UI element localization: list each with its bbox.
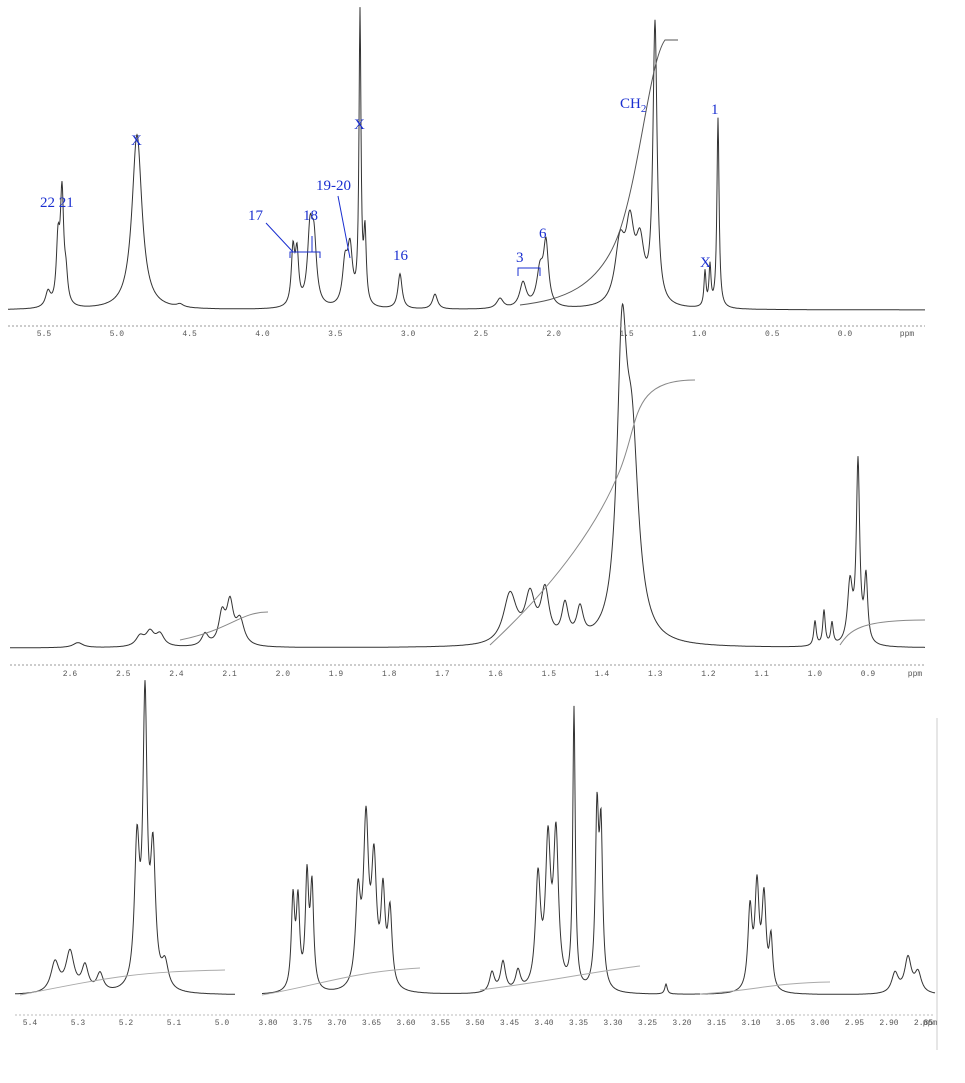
tick-label: 1.5 [619, 330, 634, 339]
tick-label: 5.3 [71, 1019, 86, 1028]
annotation: X [131, 133, 142, 149]
tick-label: 4.5 [182, 330, 197, 339]
axis-unit: ppm [923, 1019, 938, 1028]
tick-label: 1.9 [329, 670, 344, 679]
tick-label: 1.5 [542, 670, 557, 679]
annotation: 17 [248, 208, 264, 224]
tick-label: 3.55 [431, 1019, 450, 1028]
tick-label: 3.40 [534, 1019, 553, 1028]
tick-label: 0.9 [861, 670, 876, 679]
tick-label: 5.4 [23, 1019, 38, 1028]
tick-label: 0.0 [838, 330, 853, 339]
tick-label: 1.6 [488, 670, 503, 679]
tick-label: 3.5 [328, 330, 343, 339]
tick-label: 1.1 [754, 670, 769, 679]
annotation: X [700, 255, 711, 271]
tick-label: 3.80 [258, 1019, 277, 1028]
tick-label: 2.0 [276, 670, 291, 679]
tick-label: 1.2 [701, 670, 716, 679]
tick-label: 5.1 [167, 1019, 182, 1028]
annotation: CH2 [620, 96, 646, 115]
tick-label: 2.85 [914, 1019, 933, 1028]
tick-label: 1.0 [692, 330, 707, 339]
tick-label: 3.20 [672, 1019, 691, 1028]
spectrum-trace [15, 680, 235, 995]
annotation: X [354, 117, 365, 133]
tick-label: 2.6 [63, 670, 78, 679]
tick-label: 3.70 [327, 1019, 346, 1028]
tick-label: 3.05 [776, 1019, 795, 1028]
tick-label: 2.95 [845, 1019, 864, 1028]
annotation: 3 [516, 250, 524, 266]
tick-label: 3.10 [741, 1019, 760, 1028]
spectrum-trace [262, 705, 936, 995]
spectrum-trace [8, 7, 925, 311]
tick-label: 3.35 [569, 1019, 588, 1028]
tick-label: 1.4 [595, 670, 610, 679]
tick-label: 2.5 [474, 330, 489, 339]
spectrum-trace [10, 302, 925, 649]
tick-label: 3.60 [396, 1019, 415, 1028]
tick-label: 3.45 [500, 1019, 519, 1028]
tick-label: 3.0 [401, 330, 416, 339]
tick-label: 3.00 [810, 1019, 829, 1028]
traces [8, 7, 936, 996]
axis-unit: ppm [908, 670, 923, 679]
tick-label: 2.0 [547, 330, 562, 339]
tick-label: 1.3 [648, 670, 663, 679]
tick-label: 5.0 [110, 330, 125, 339]
tick-label: 0.5 [765, 330, 780, 339]
axis-unit: ppm [900, 330, 915, 339]
annotation: 16 [393, 248, 409, 264]
annotation: 22 21 [40, 195, 74, 211]
integral-curve [179, 379, 926, 646]
tick-label: 3.50 [465, 1019, 484, 1028]
tick-label: 5.5 [37, 330, 52, 339]
tick-label: 1.0 [808, 670, 823, 679]
tick-label: 3.65 [362, 1019, 381, 1028]
tick-label: 2.90 [879, 1019, 898, 1028]
brackets [265, 195, 541, 276]
tick-label: 3.15 [707, 1019, 726, 1028]
tick-label: 3.75 [293, 1019, 312, 1028]
integral-curve [519, 39, 678, 306]
annotation: 6 [539, 226, 547, 242]
tick-label: 3.30 [603, 1019, 622, 1028]
annotation: 18 [303, 208, 318, 224]
tick-label: 5.2 [119, 1019, 134, 1028]
tick-label: 3.25 [638, 1019, 657, 1028]
annotation: 1 [711, 102, 719, 118]
annotation: 19-20 [316, 178, 351, 194]
tick-label: 1.8 [382, 670, 397, 679]
tick-label: 5.0 [215, 1019, 230, 1028]
tick-label: 2.4 [169, 670, 184, 679]
integral-curve [19, 965, 831, 996]
tick-label: 1.7 [435, 670, 450, 679]
tick-label: 2.5 [116, 670, 131, 679]
tick-label: 2.1 [222, 670, 237, 679]
tick-label: 4.0 [255, 330, 270, 339]
